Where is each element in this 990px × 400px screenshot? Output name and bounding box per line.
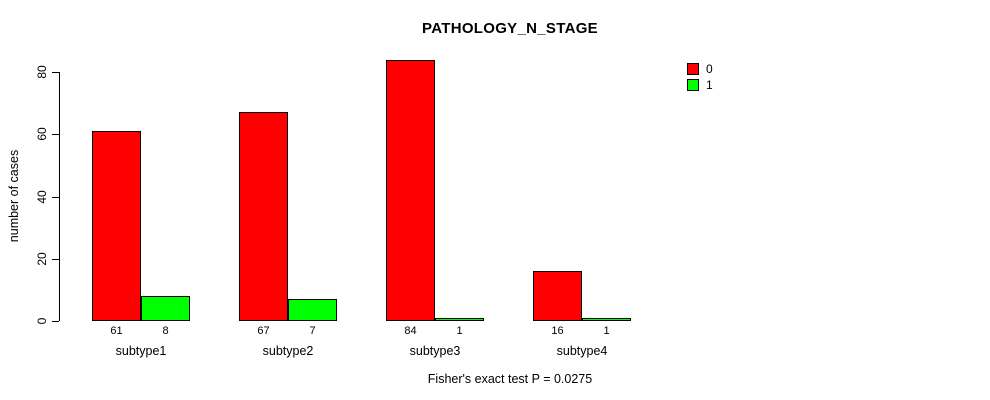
legend-label: 0 bbox=[706, 62, 713, 76]
bar-series-0 bbox=[92, 131, 141, 321]
y-tick-label: 0 bbox=[35, 317, 49, 325]
bar-value-label: 7 bbox=[309, 325, 316, 337]
bar-series-1 bbox=[141, 296, 190, 321]
y-tick-label: 20 bbox=[35, 252, 49, 266]
bar-series-0 bbox=[533, 271, 582, 321]
y-axis-tick bbox=[52, 321, 59, 322]
legend-entry-1: 1 bbox=[687, 78, 713, 92]
legend-label: 1 bbox=[706, 78, 713, 92]
y-axis-tick bbox=[52, 134, 59, 136]
y-tick-label: 80 bbox=[35, 65, 49, 79]
y-axis-tick bbox=[52, 258, 59, 260]
bar-series-0 bbox=[386, 60, 435, 321]
bar-value-label: 16 bbox=[551, 325, 564, 337]
y-axis bbox=[59, 72, 60, 321]
y-axis-tick bbox=[52, 72, 59, 73]
legend-swatch bbox=[687, 79, 699, 91]
bar-series-0 bbox=[239, 112, 288, 321]
legend-entry-0: 0 bbox=[687, 62, 713, 76]
x-category-label: subtype4 bbox=[556, 344, 608, 358]
y-tick-label: 60 bbox=[35, 127, 49, 141]
chart-annotation: Fisher's exact test P = 0.0275 bbox=[427, 372, 593, 386]
y-axis-tick bbox=[52, 196, 59, 198]
x-category-label: subtype3 bbox=[409, 344, 461, 358]
bar-value-label: 1 bbox=[456, 325, 463, 337]
bar-value-label: 8 bbox=[162, 325, 169, 337]
bar-value-label: 67 bbox=[257, 325, 270, 337]
y-tick-label: 40 bbox=[35, 189, 49, 204]
x-category-label: subtype1 bbox=[115, 344, 167, 358]
chart-title: PATHOLOGY_N_STAGE bbox=[422, 20, 598, 37]
y-axis-label: number of cases bbox=[7, 149, 21, 243]
bar-value-label: 1 bbox=[603, 325, 610, 337]
bar-series-1 bbox=[288, 299, 337, 321]
legend-swatch bbox=[687, 63, 699, 75]
bar-value-label: 84 bbox=[404, 325, 417, 337]
bar-series-1 bbox=[582, 318, 631, 321]
bar-value-label: 61 bbox=[110, 325, 123, 337]
bar-series-1 bbox=[435, 318, 484, 321]
x-category-label: subtype2 bbox=[262, 344, 314, 358]
